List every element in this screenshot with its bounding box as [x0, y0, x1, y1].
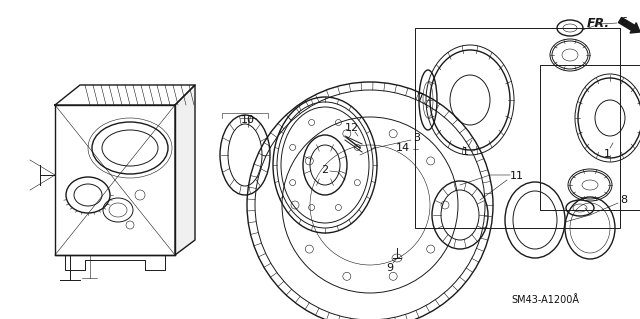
FancyArrow shape [618, 18, 640, 33]
Text: 11: 11 [510, 171, 524, 181]
Text: 12: 12 [345, 123, 359, 133]
Text: 1: 1 [604, 149, 611, 159]
Polygon shape [175, 85, 195, 255]
Text: 7: 7 [417, 93, 424, 103]
Text: 1: 1 [461, 147, 468, 157]
Polygon shape [55, 85, 195, 105]
Bar [540, 65, 640, 210]
Text: 10: 10 [241, 115, 255, 125]
Text: 3: 3 [413, 133, 420, 143]
Text: SM43-A1200Å: SM43-A1200Å [511, 295, 579, 305]
Text: 6: 6 [620, 17, 627, 27]
Bar [415, 28, 620, 228]
Text: 14: 14 [396, 143, 410, 153]
Text: 8: 8 [620, 195, 627, 205]
Text: 9: 9 [387, 263, 394, 273]
Text: 2: 2 [321, 165, 328, 175]
Text: FR.: FR. [587, 17, 610, 30]
